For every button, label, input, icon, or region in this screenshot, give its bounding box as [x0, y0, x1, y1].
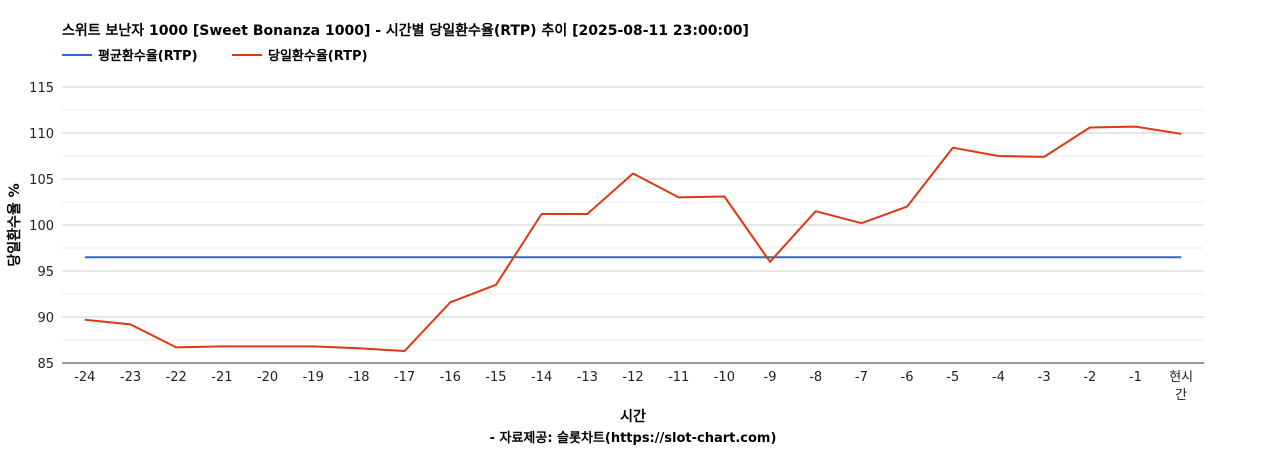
- y-tick-label: 90: [37, 311, 54, 326]
- x-tick-label: -14: [531, 370, 552, 385]
- x-tick-label: -16: [440, 370, 461, 385]
- x-axis-title: 시간: [620, 408, 646, 425]
- x-tick-label: -21: [211, 370, 232, 385]
- x-tick-label: -10: [714, 370, 735, 385]
- x-tick-label: -20: [257, 370, 278, 385]
- legend: 평균환수율(RTP) 당일환수율(RTP): [62, 48, 368, 64]
- y-tick-label: 95: [37, 265, 54, 280]
- x-tick-label: -3: [1038, 370, 1051, 385]
- x-tick-label: -24: [74, 370, 95, 385]
- x-tick-label: -7: [855, 370, 868, 385]
- x-tick-label: -13: [577, 370, 598, 385]
- x-tick-label: -8: [809, 370, 822, 385]
- x-tick-label: -5: [946, 370, 959, 385]
- series-lines: [84, 125, 1182, 352]
- x-tick-label: -18: [348, 370, 369, 385]
- series-line-2: [84, 125, 1182, 352]
- chart-title: 스위트 보난자 1000 [Sweet Bonanza 1000] - 시간별 …: [62, 22, 749, 39]
- x-tick-label: -6: [901, 370, 914, 385]
- y-axis-ticks: 85 90 95 100 105 110 115: [29, 81, 54, 372]
- x-tick-label: -19: [303, 370, 324, 385]
- x-tick-label: 현시 간: [1169, 370, 1193, 403]
- y-tick-label: 115: [29, 81, 54, 96]
- x-tick-label: -17: [394, 370, 415, 385]
- x-tick-label: -22: [166, 370, 187, 385]
- gridlines: [62, 86, 1204, 364]
- x-tick-label: -12: [622, 370, 643, 385]
- y-axis-title: 당일환수율 %: [6, 183, 23, 266]
- legend-label: 당일환수율(RTP): [268, 48, 368, 64]
- x-tick-label: -15: [485, 370, 506, 385]
- x-tick-label: -4: [992, 370, 1005, 385]
- x-axis-ticks: -24 -23 -22 -21 -20 -19 -18 -17 -16 -15 -14 -13 -12 -…: [74, 370, 1193, 403]
- x-tick-label: -23: [120, 370, 141, 385]
- y-tick-label: 110: [29, 127, 54, 142]
- y-tick-label: 85: [37, 357, 54, 372]
- x-tick-label: -9: [764, 370, 777, 385]
- x-tick-label: -2: [1083, 370, 1096, 385]
- source-caption: - 자료제공: 슬롯차트(https://slot-chart.com): [490, 430, 777, 446]
- y-tick-label: 100: [29, 219, 54, 234]
- x-tick-label: -11: [668, 370, 689, 385]
- y-tick-label: 105: [29, 173, 54, 188]
- x-tick-label: -1: [1129, 370, 1142, 385]
- legend-label: 평균환수율(RTP): [98, 48, 198, 64]
